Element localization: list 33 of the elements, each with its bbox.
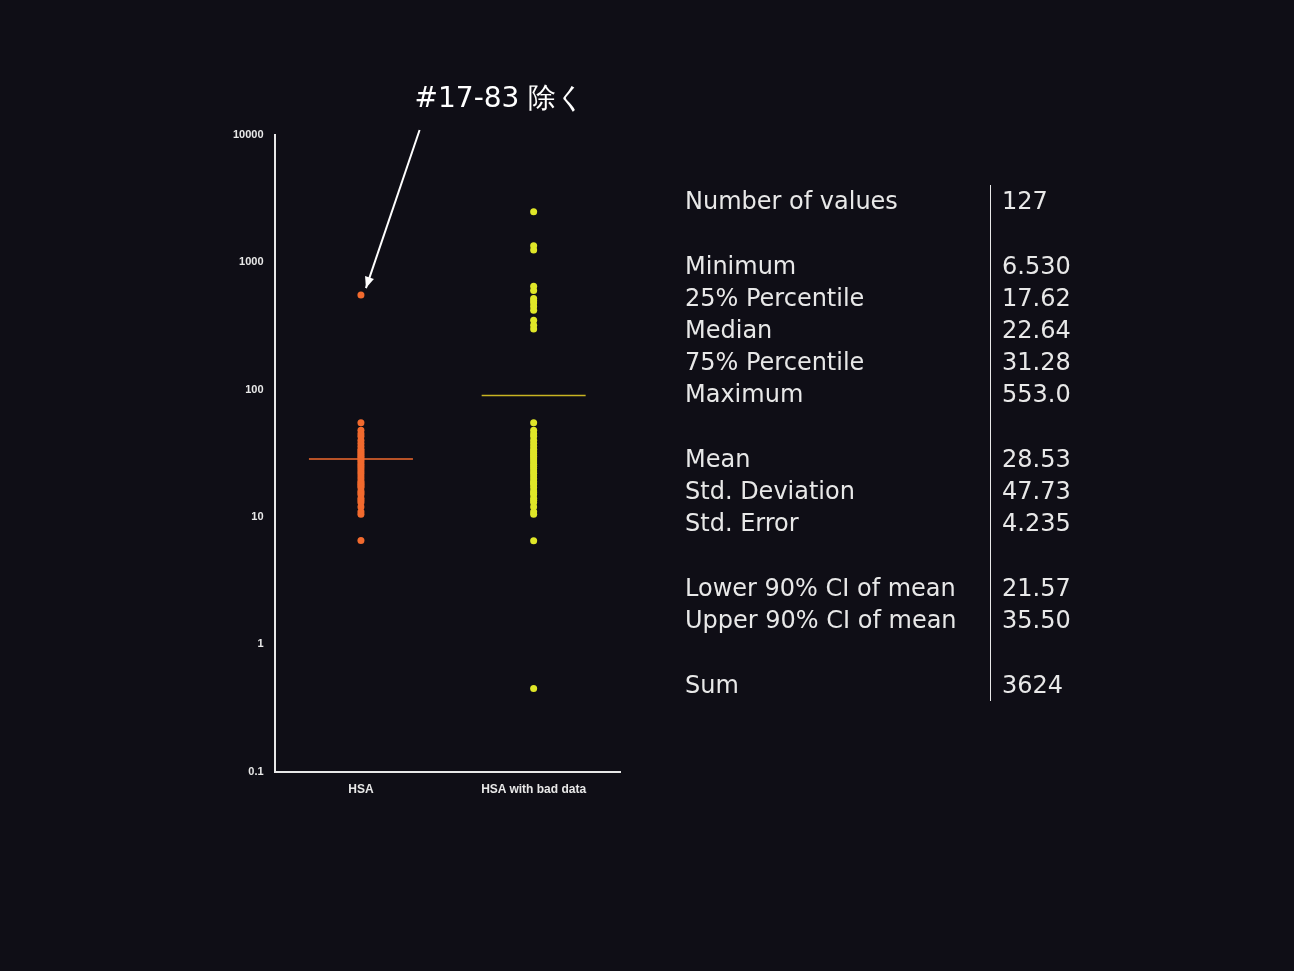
text: 28.53	[1002, 445, 1071, 473]
text: 3624	[1002, 671, 1064, 699]
text: 35.50	[1002, 606, 1071, 634]
y-tick-label: 0.1	[248, 764, 264, 777]
text: 31.28	[1002, 348, 1071, 376]
category-label: 75% Percentile	[685, 347, 866, 378]
category-label: Minimum	[685, 251, 798, 282]
text: 17.62	[1002, 284, 1071, 312]
category-label: Std. Error	[685, 508, 800, 539]
category-label: Mean	[685, 444, 752, 475]
text: 47.73	[1002, 477, 1071, 505]
category-label: Lower 90% CI of mean	[685, 573, 957, 604]
category-label: Std. Deviation	[685, 476, 856, 507]
x-tick-label: HSA	[348, 782, 374, 797]
category-label: 25% Percentile	[685, 283, 866, 314]
text: 22.64	[1002, 316, 1071, 344]
category-label: Number of values	[685, 186, 899, 217]
annotation: #17-83 除く	[414, 81, 586, 115]
y-tick-label: 10	[251, 509, 264, 522]
text: 553.0	[1002, 380, 1071, 408]
category-label: Maximum	[685, 379, 805, 410]
y-tick-label: 1000	[239, 255, 264, 268]
category-label: Median	[685, 315, 774, 346]
y-tick-label: 100	[245, 382, 264, 395]
text: 127	[1002, 187, 1048, 215]
x-tick-label: HSA with bad data	[481, 782, 587, 797]
text: 6.530	[1002, 252, 1071, 280]
text: 21.57	[1002, 574, 1071, 602]
y-tick-label: 10000	[232, 128, 264, 141]
category-label: Sum	[685, 670, 740, 701]
text: 4.235	[1002, 509, 1071, 537]
y-tick-label: 1	[257, 637, 264, 650]
category-label: Upper 90% CI of mean	[685, 605, 958, 636]
